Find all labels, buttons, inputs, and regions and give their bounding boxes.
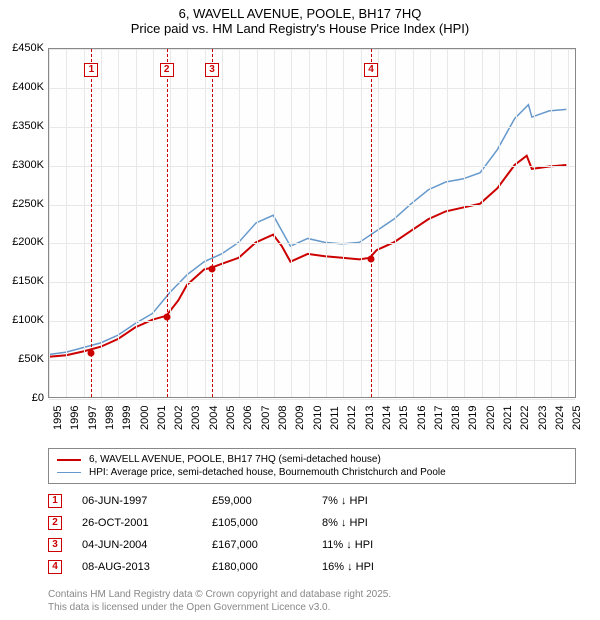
x-tick-label: 2011 bbox=[329, 406, 341, 430]
event-line bbox=[212, 49, 213, 397]
event-pct: 11% ↓ HPI bbox=[322, 539, 422, 551]
x-tick-label: 2014 bbox=[381, 406, 393, 430]
event-row: 1 06-JUN-1997 £59,000 7% ↓ HPI bbox=[48, 490, 576, 512]
y-tick-label: £400K bbox=[12, 81, 44, 93]
x-tick-label: 2021 bbox=[502, 406, 514, 430]
event-date: 04-JUN-2004 bbox=[82, 539, 192, 551]
x-tick-label: 2015 bbox=[398, 406, 410, 430]
y-tick-label: £50K bbox=[18, 353, 44, 365]
event-badge: 3 bbox=[48, 538, 62, 552]
event-row: 3 04-JUN-2004 £167,000 11% ↓ HPI bbox=[48, 534, 576, 556]
x-tick-label: 2019 bbox=[467, 406, 479, 430]
legend-label: 6, WAVELL AVENUE, POOLE, BH17 7HQ (semi-… bbox=[89, 454, 381, 465]
x-tick-label: 2008 bbox=[277, 406, 289, 430]
y-tick-label: £0 bbox=[32, 392, 44, 404]
footer: Contains HM Land Registry data © Crown c… bbox=[48, 588, 576, 614]
line-svg bbox=[49, 49, 575, 397]
event-date: 06-JUN-1997 bbox=[82, 495, 192, 507]
event-price: £167,000 bbox=[212, 539, 302, 551]
x-tick-label: 2023 bbox=[537, 406, 549, 430]
x-tick-label: 2016 bbox=[416, 406, 428, 430]
event-dot bbox=[88, 350, 95, 357]
x-tick-label: 2000 bbox=[139, 406, 151, 430]
event-badge: 1 bbox=[48, 494, 62, 508]
legend-swatch bbox=[57, 459, 81, 461]
x-tick-label: 2009 bbox=[294, 406, 306, 430]
y-axis: £0£50K£100K£150K£200K£250K£300K£350K£400… bbox=[0, 48, 46, 398]
x-tick-label: 2005 bbox=[225, 406, 237, 430]
event-price: £105,000 bbox=[212, 517, 302, 529]
x-tick-label: 2013 bbox=[364, 406, 376, 430]
y-tick-label: £250K bbox=[12, 198, 44, 210]
chart-container: 6, WAVELL AVENUE, POOLE, BH17 7HQ Price … bbox=[0, 0, 600, 620]
event-price: £59,000 bbox=[212, 495, 302, 507]
legend-swatch bbox=[57, 472, 81, 474]
event-line bbox=[371, 49, 372, 397]
x-tick-label: 2024 bbox=[554, 406, 566, 430]
footer-line2: This data is licensed under the Open Gov… bbox=[48, 601, 576, 614]
x-tick-label: 2003 bbox=[190, 406, 202, 430]
event-row: 4 08-AUG-2013 £180,000 16% ↓ HPI bbox=[48, 556, 576, 578]
title-sub: Price paid vs. HM Land Registry's House … bbox=[0, 21, 600, 36]
x-tick-label: 1995 bbox=[52, 406, 64, 430]
event-pct: 7% ↓ HPI bbox=[322, 495, 422, 507]
event-line bbox=[167, 49, 168, 397]
event-badge: 4 bbox=[48, 560, 62, 574]
x-tick-label: 1998 bbox=[104, 406, 116, 430]
plot-area: 1 2 3 4 bbox=[48, 48, 576, 398]
x-tick-label: 2007 bbox=[260, 406, 272, 430]
x-tick-label: 2018 bbox=[450, 406, 462, 430]
events-table: 1 06-JUN-1997 £59,000 7% ↓ HPI 2 26-OCT-2001 £… bbox=[48, 490, 576, 578]
legend-row: HPI: Average price, semi-detached house,… bbox=[57, 466, 567, 479]
y-tick-label: £300K bbox=[12, 159, 44, 171]
event-marker: 4 bbox=[364, 63, 378, 77]
x-tick-label: 2004 bbox=[208, 406, 220, 430]
x-axis: 1995 1996 1997 1998 1999 2000 2001 2002 2003 2004… bbox=[48, 400, 576, 448]
title-block: 6, WAVELL AVENUE, POOLE, BH17 7HQ Price … bbox=[0, 0, 600, 40]
y-tick-label: £350K bbox=[12, 120, 44, 132]
x-tick-label: 2012 bbox=[346, 406, 358, 430]
event-dot bbox=[367, 256, 374, 263]
event-dot bbox=[209, 266, 216, 273]
x-tick-label: 2010 bbox=[312, 406, 324, 430]
event-row: 2 26-OCT-2001 £105,000 8% ↓ HPI bbox=[48, 512, 576, 534]
x-tick-label: 2006 bbox=[242, 406, 254, 430]
x-tick-label: 2017 bbox=[433, 406, 445, 430]
event-marker: 1 bbox=[84, 63, 98, 77]
legend-label: HPI: Average price, semi-detached house,… bbox=[89, 467, 446, 478]
event-line bbox=[91, 49, 92, 397]
x-tick-label: 1999 bbox=[121, 406, 133, 430]
x-tick-label: 1997 bbox=[87, 406, 99, 430]
event-date: 26-OCT-2001 bbox=[82, 517, 192, 529]
y-tick-label: £200K bbox=[12, 236, 44, 248]
event-date: 08-AUG-2013 bbox=[82, 561, 192, 573]
legend-row: 6, WAVELL AVENUE, POOLE, BH17 7HQ (semi-… bbox=[57, 453, 567, 466]
event-marker: 3 bbox=[205, 63, 219, 77]
event-price: £180,000 bbox=[212, 561, 302, 573]
legend: 6, WAVELL AVENUE, POOLE, BH17 7HQ (semi-… bbox=[48, 448, 576, 484]
y-tick-label: £150K bbox=[12, 275, 44, 287]
event-badge: 2 bbox=[48, 516, 62, 530]
footer-line1: Contains HM Land Registry data © Crown c… bbox=[48, 588, 576, 601]
x-tick-label: 2022 bbox=[519, 406, 531, 430]
title-main: 6, WAVELL AVENUE, POOLE, BH17 7HQ bbox=[0, 6, 600, 21]
x-tick-label: 1996 bbox=[69, 406, 81, 430]
x-tick-label: 2001 bbox=[156, 406, 168, 430]
x-tick-label: 2002 bbox=[173, 406, 185, 430]
x-tick-label: 2020 bbox=[485, 406, 497, 430]
y-tick-label: £450K bbox=[12, 42, 44, 54]
y-tick-label: £100K bbox=[12, 314, 44, 326]
event-marker: 2 bbox=[160, 63, 174, 77]
x-tick-label: 2025 bbox=[571, 406, 583, 430]
event-pct: 16% ↓ HPI bbox=[322, 561, 422, 573]
event-dot bbox=[163, 314, 170, 321]
event-pct: 8% ↓ HPI bbox=[322, 517, 422, 529]
